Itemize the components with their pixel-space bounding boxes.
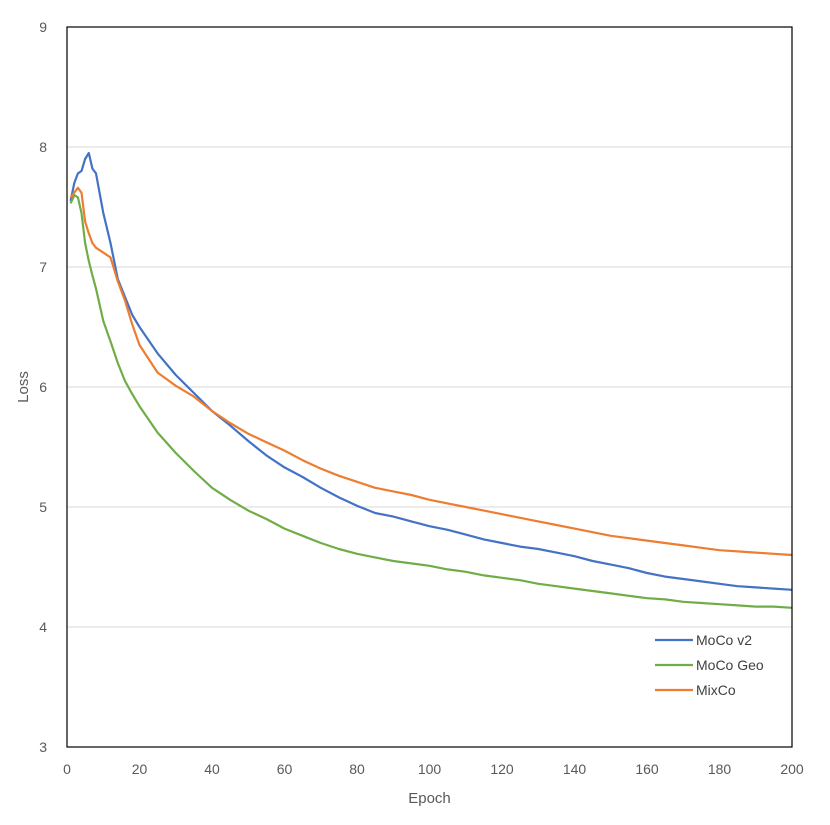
- x-tick-label: 80: [349, 761, 365, 777]
- x-tick-label: 60: [277, 761, 293, 777]
- x-tick-label: 200: [780, 761, 804, 777]
- y-axis-title: Loss: [15, 371, 32, 403]
- x-tick-label: 160: [635, 761, 659, 777]
- x-tick-label: 0: [63, 761, 71, 777]
- x-axis-title: Epoch: [408, 790, 451, 807]
- x-tick-label: 100: [418, 761, 442, 777]
- y-tick-label: 9: [39, 19, 47, 35]
- y-axis-ticks: 3 4 5 6 7 8 9: [39, 19, 47, 755]
- series-layer: [69, 151, 793, 609]
- legend-label: MoCo v2: [696, 632, 752, 648]
- plot-area-border: [66, 26, 793, 748]
- legend: MoCo v2 MoCo Geo MixCo: [655, 632, 764, 698]
- y-tick-label: 4: [39, 619, 47, 635]
- x-axis-ticks: 0 20 40 60 80 100 120 140 160 180 200: [63, 761, 804, 777]
- x-tick-label: 120: [490, 761, 514, 777]
- series-line-moco-geo: [69, 193, 793, 609]
- series-line-mixco: [69, 186, 793, 557]
- y-tick-label: 8: [39, 139, 47, 155]
- legend-label: MoCo Geo: [696, 657, 764, 673]
- y-tick-label: 5: [39, 499, 47, 515]
- x-tick-label: 40: [204, 761, 220, 777]
- y-tick-label: 6: [39, 379, 47, 395]
- x-tick-label: 140: [563, 761, 587, 777]
- legend-label: MixCo: [696, 682, 736, 698]
- y-tick-label: 3: [39, 739, 47, 755]
- y-tick-label: 7: [39, 259, 47, 275]
- x-tick-label: 20: [132, 761, 148, 777]
- x-tick-label: 180: [708, 761, 732, 777]
- series-line-moco-v2: [69, 151, 793, 591]
